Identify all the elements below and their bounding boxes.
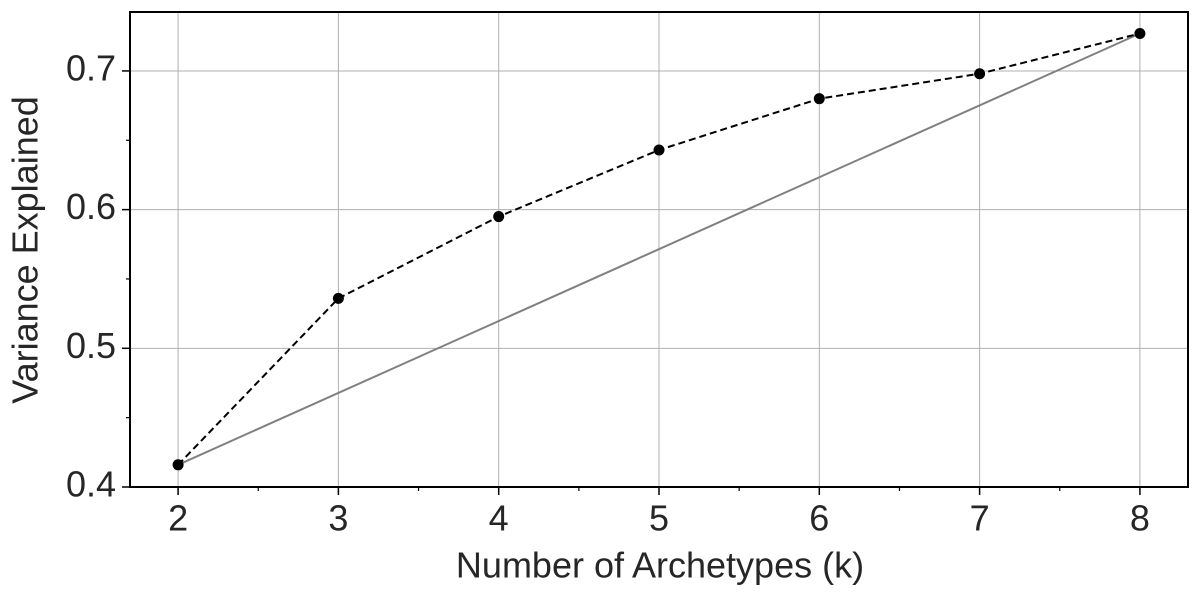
x-tick-label: 6 bbox=[809, 498, 829, 539]
x-tick-label: 4 bbox=[489, 498, 509, 539]
data-point bbox=[974, 68, 986, 80]
y-tick-label: 0.4 bbox=[66, 464, 116, 505]
y-axis-label: Variance Explained bbox=[5, 96, 46, 404]
data-point bbox=[813, 93, 825, 105]
plot-frame bbox=[129, 11, 1189, 488]
data-point bbox=[172, 459, 184, 471]
x-tick-label: 2 bbox=[168, 498, 188, 539]
x-tick-label: 7 bbox=[970, 498, 990, 539]
x-tick-label: 5 bbox=[649, 498, 669, 539]
series-line bbox=[177, 32, 1141, 466]
data-point bbox=[1134, 27, 1146, 39]
data-point bbox=[493, 211, 505, 223]
y-tick-label: 0.6 bbox=[66, 186, 116, 227]
x-axis-label: Number of Archetypes (k) bbox=[456, 545, 864, 586]
x-tick-label: 3 bbox=[328, 498, 348, 539]
data-point bbox=[332, 292, 344, 304]
y-tick-label: 0.7 bbox=[66, 47, 116, 88]
x-tick-label: 8 bbox=[1130, 498, 1150, 539]
data-point bbox=[653, 144, 665, 156]
y-tick-label: 0.5 bbox=[66, 325, 116, 366]
